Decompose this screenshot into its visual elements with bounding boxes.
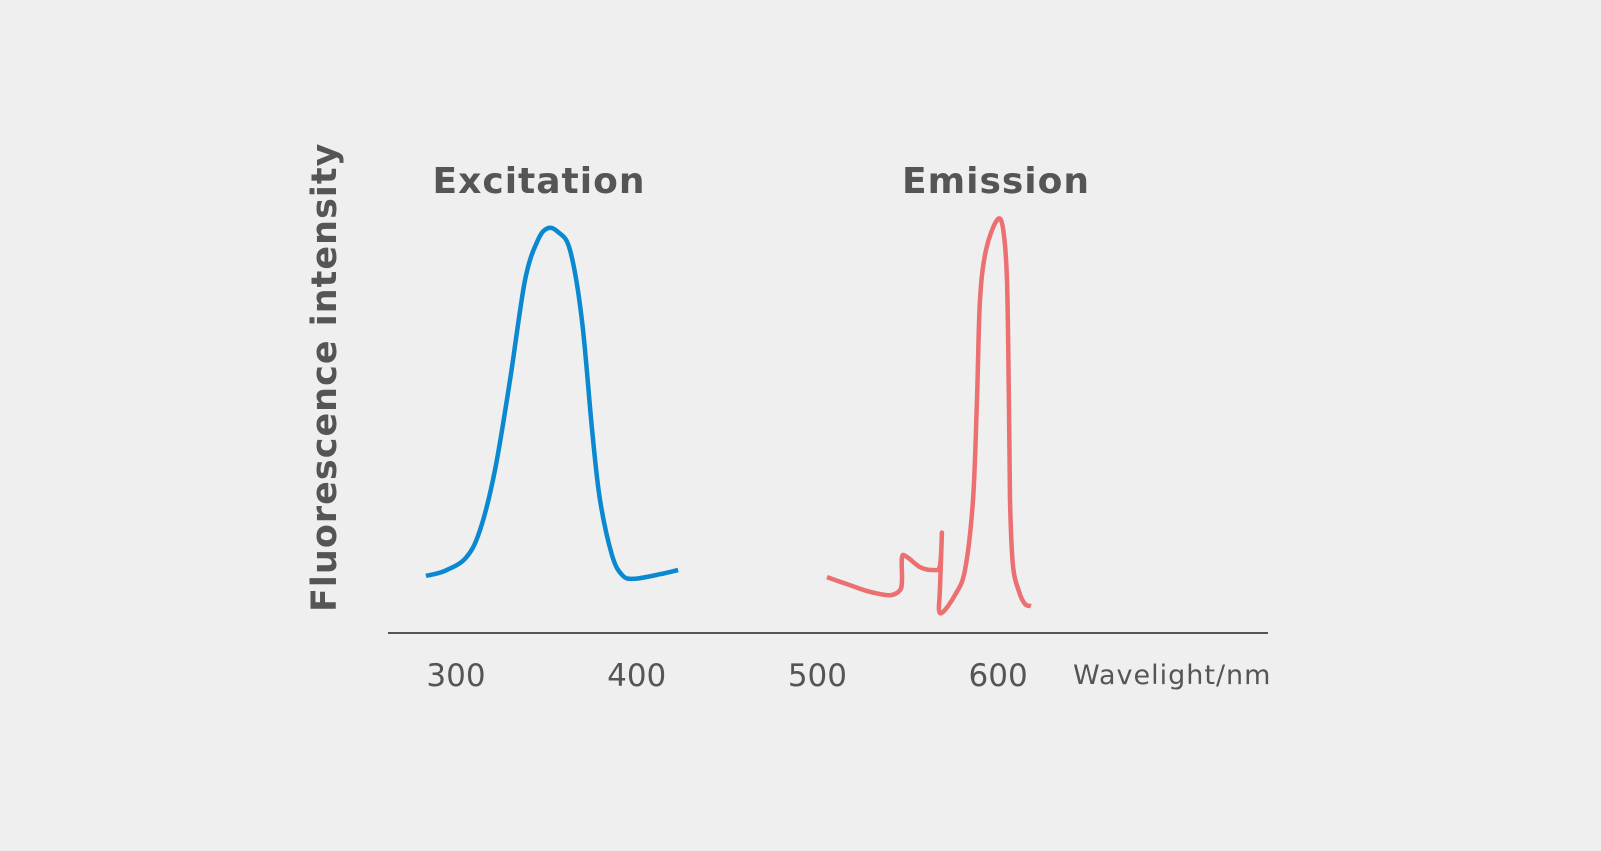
x-tick-label: 500 [788,658,847,694]
y-axis-label: Fluorescence intensity [305,143,345,612]
x-tick-label: 600 [969,658,1028,694]
annotation-emission: Emission [902,161,1090,202]
x-tick-label: 400 [607,658,666,694]
series-line-excitation [425,225,679,582]
series-line-emission [826,216,1032,616]
series-layer [425,216,1032,616]
x-axis-label: Wavelight/nm [1073,660,1271,691]
annotation-excitation: Excitation [433,161,646,202]
x-tick-labels: 300 400 500 600 [426,658,1027,694]
x-tick-label: 300 [426,658,485,694]
